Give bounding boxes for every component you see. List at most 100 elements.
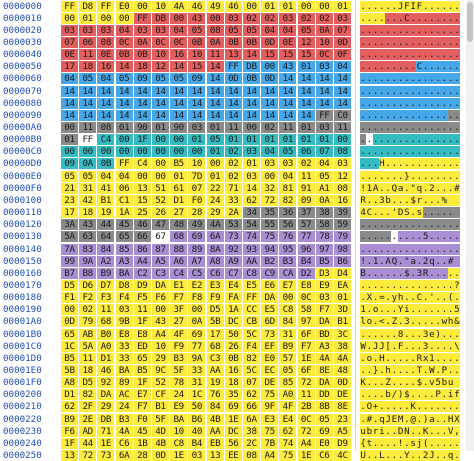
ascii-char[interactable]: . [410, 49, 417, 61]
hex-byte[interactable]: F4 [243, 340, 260, 352]
ascii-char[interactable]: . [416, 109, 423, 121]
ascii-char[interactable]: . [385, 158, 392, 170]
ascii-char[interactable]: N [403, 425, 410, 437]
ascii-char[interactable]: . [422, 377, 429, 389]
hex-byte[interactable]: 05 [188, 24, 206, 36]
hex-byte[interactable]: E4 [224, 279, 242, 291]
hex-byte[interactable]: 18 [79, 365, 97, 376]
ascii-char[interactable]: . [391, 134, 398, 146]
ascii-char[interactable]: . [372, 219, 379, 231]
hex-byte[interactable]: 15 [279, 49, 297, 61]
hex-byte[interactable]: E5 [243, 279, 260, 291]
ascii-char[interactable]: a [428, 413, 435, 425]
hex-byte[interactable]: 24 [170, 389, 188, 401]
ascii-char[interactable]: . [435, 49, 442, 61]
ascii-char[interactable]: . [422, 134, 429, 146]
hex-byte[interactable]: 33 [188, 365, 206, 376]
ascii-char[interactable]: . [435, 12, 442, 24]
ascii-char[interactable]: . [378, 61, 385, 73]
hex-byte[interactable]: B9 [279, 340, 297, 352]
ascii-char[interactable]: . [403, 97, 410, 109]
hex-byte[interactable]: 65 [133, 352, 151, 364]
hex-byte[interactable]: EC [261, 365, 279, 376]
hex-byte[interactable]: 08 [206, 24, 224, 36]
hex-byte[interactable]: B5 [133, 365, 151, 376]
hex-byte[interactable]: 00 [79, 146, 97, 158]
row-offset[interactable]: 0000160 [3, 267, 42, 279]
ascii-char[interactable] [453, 194, 460, 206]
ascii-char[interactable]: . [378, 437, 385, 449]
hex-byte[interactable]: 77 [188, 340, 206, 352]
ascii-char[interactable]: o [366, 316, 373, 328]
hex-byte[interactable]: FF [243, 292, 260, 304]
ascii-char[interactable]: . [372, 292, 379, 304]
ascii-char[interactable]: . [360, 24, 367, 36]
hex-byte[interactable]: 57 [297, 219, 315, 231]
hex-byte[interactable]: 07 [315, 146, 333, 158]
ascii-char[interactable]: . [403, 182, 410, 194]
hex-byte[interactable]: 72 [297, 425, 315, 437]
ascii-char[interactable]: . [416, 279, 423, 291]
ascii-char[interactable]: . [422, 194, 429, 206]
hex-byte[interactable]: 0D [261, 73, 279, 85]
hex-byte[interactable]: 0A [315, 194, 333, 206]
ascii-char[interactable]: . [360, 61, 367, 73]
ascii-char[interactable]: 2 [422, 255, 429, 267]
ascii-char[interactable]: . [422, 85, 429, 97]
ascii-char[interactable]: . [372, 109, 379, 121]
ascii-char[interactable] [453, 377, 460, 389]
ascii-char[interactable]: . [416, 255, 423, 267]
hex-byte[interactable]: 62 [243, 194, 260, 206]
ascii-char[interactable]: . [416, 231, 423, 243]
hex-byte[interactable]: 37 [297, 207, 315, 219]
hex-byte[interactable]: FF [315, 109, 333, 121]
ascii-char[interactable]: . [435, 182, 442, 194]
ascii-char[interactable]: . [378, 377, 385, 389]
ascii-char[interactable]: . [435, 109, 442, 121]
ascii-char[interactable]: i [378, 425, 385, 437]
hex-byte[interactable]: F3 [97, 292, 115, 304]
ascii-char[interactable]: . [385, 85, 392, 97]
ascii-char[interactable]: . [428, 207, 435, 219]
row-offset[interactable]: 0000240 [3, 437, 42, 449]
ascii-char[interactable]: . [385, 97, 392, 109]
ascii-char[interactable]: . [397, 377, 404, 389]
hex-byte[interactable]: 8E [315, 365, 333, 376]
ascii-char[interactable]: 5 [435, 377, 442, 389]
hex-byte[interactable]: FF [224, 61, 242, 73]
ascii-char[interactable]: . [453, 243, 460, 255]
row-offset[interactable]: 0000220 [3, 413, 42, 425]
ascii-char[interactable]: [ [385, 340, 392, 352]
ascii-char[interactable]: . [391, 12, 398, 24]
hex-byte[interactable]: 14 [243, 109, 260, 121]
ascii-char[interactable]: . [366, 365, 373, 376]
ascii-char[interactable]: . [403, 36, 410, 48]
ascii-char[interactable]: . [391, 219, 398, 231]
row-offset[interactable]: 0000190 [3, 304, 42, 316]
ascii-char[interactable]: . [422, 207, 429, 219]
ascii-char[interactable]: . [366, 231, 373, 243]
ascii-char[interactable]: . [391, 158, 398, 170]
ascii-char[interactable]: . [403, 73, 410, 85]
ascii-char[interactable]: . [385, 49, 392, 61]
hex-byte[interactable]: A5 [334, 425, 351, 437]
hex-byte[interactable]: 08 [97, 122, 115, 133]
hex-byte[interactable]: 04 [115, 24, 133, 36]
ascii-char[interactable]: . [366, 146, 373, 158]
ascii-char[interactable]: R [360, 194, 367, 206]
ascii-char[interactable]: . [385, 12, 392, 24]
ascii-char[interactable]: . [397, 401, 404, 413]
hex-byte[interactable]: D3 [315, 267, 333, 279]
hex-byte[interactable]: 0C [297, 292, 315, 304]
ascii-char[interactable]: . [403, 279, 410, 291]
ascii-char[interactable]: W [428, 365, 435, 376]
hex-byte[interactable]: 07 [243, 377, 260, 389]
ascii-char[interactable]: . [366, 122, 373, 133]
hex-byte[interactable]: 75 [261, 231, 279, 243]
row-offset[interactable]: 0000100 [3, 194, 42, 206]
ascii-char[interactable]: . [378, 73, 385, 85]
hex-byte[interactable]: 11 [79, 352, 97, 364]
ascii-char[interactable]: . [435, 0, 442, 12]
ascii-char[interactable]: . [422, 24, 429, 36]
ascii-char[interactable]: . [397, 231, 404, 243]
